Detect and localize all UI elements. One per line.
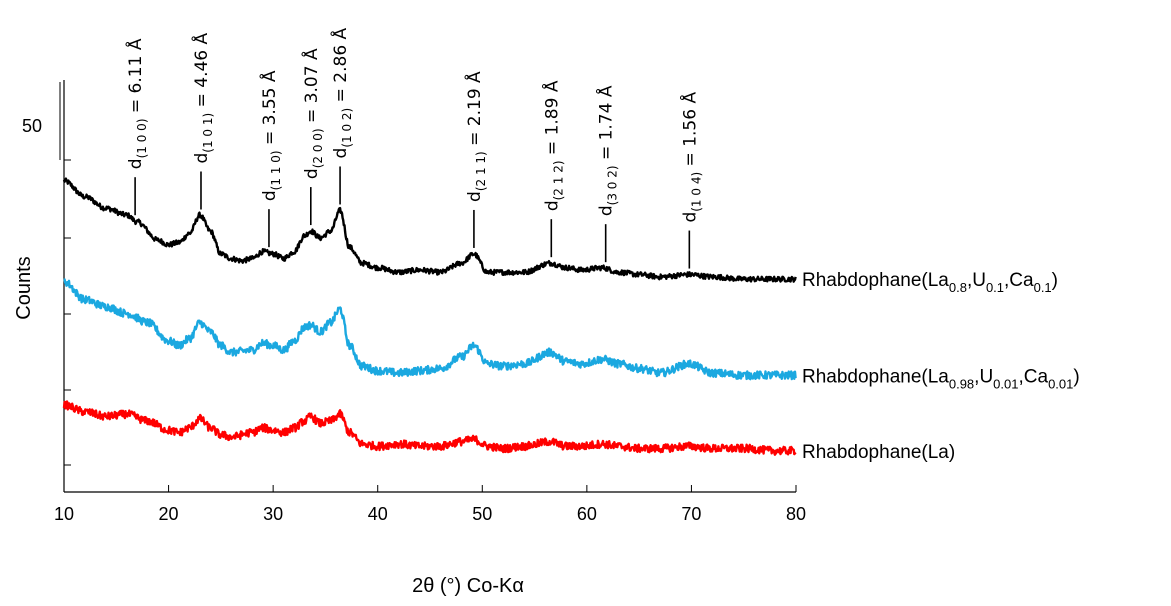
scale-bar-label: 50 (22, 116, 42, 136)
series-label: Rhabdophane(La) (802, 442, 955, 463)
peak-label: d(2 1 1) = 2.19 Å (463, 71, 488, 202)
peak-annotations: d(1 0 0) = 6.11 Å d(1 0 1) = 4.46 Å d(1 1 … (124, 27, 703, 269)
series-layer (62, 177, 797, 456)
peak-label: d(2 0 0) = 3.07 Å (300, 48, 325, 179)
peak-label: d(1 0 2) = 2.86 Å (329, 27, 354, 158)
y-axis-title: Counts (13, 256, 35, 319)
series-label: Rhabdophane(La0.8,U0.1,Ca0.1) (802, 270, 1058, 295)
series-line (63, 278, 797, 381)
x-tick-label: 10 (54, 504, 74, 524)
peak-label: d(1 0 1) = 4.46 Å (190, 32, 215, 163)
series-label: Rhabdophane(La0.98,U0.01,Ca0.01) (802, 366, 1080, 391)
peak-label: d(1 1 0) = 3.55 Å (258, 70, 283, 201)
x-axis-title: 2θ (°) Co-Kα (412, 575, 524, 597)
x-tick-label: 30 (263, 504, 283, 524)
x-tick-label: 20 (159, 504, 179, 524)
series-labels: Rhabdophane(La0.8,U0.1,Ca0.1) Rhabdophane… (802, 270, 1080, 463)
x-tick-label: 80 (786, 504, 806, 524)
peak-label: d(2 1 2) = 1.89 Å (540, 80, 565, 211)
x-tick-label: 60 (577, 504, 597, 524)
x-tick-label: 70 (681, 504, 701, 524)
x-tick-label: 50 (472, 504, 492, 524)
peak-label: d(1 0 4) = 1.56 Å (678, 92, 703, 223)
x-tick-label: 40 (368, 504, 388, 524)
series-line (62, 177, 797, 283)
series-line (62, 400, 797, 456)
peak-label: d(1 0 0) = 6.11 Å (124, 38, 149, 169)
axes: 50 10 20 30 40 50 60 70 80 (22, 80, 806, 524)
peak-label: d(3 0 2) = 1.74 Å (595, 85, 620, 216)
